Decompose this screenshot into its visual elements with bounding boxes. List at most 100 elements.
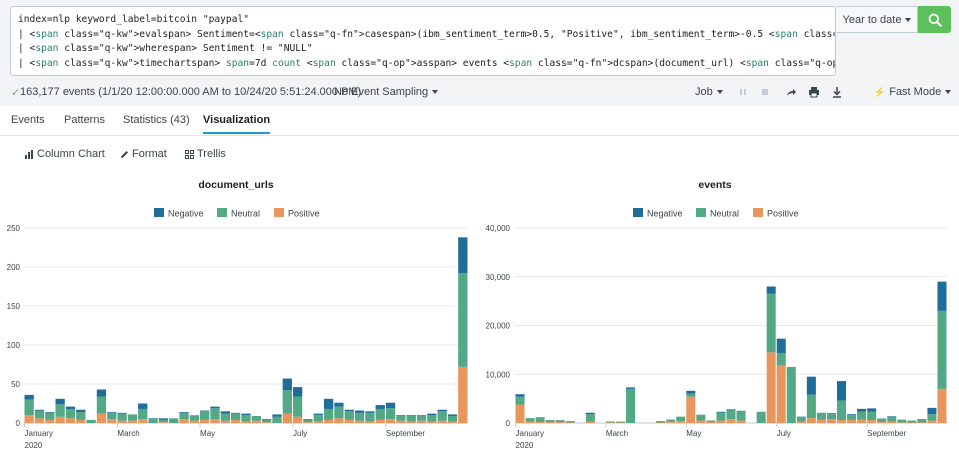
bar-negative: [847, 414, 857, 416]
bar-neutral: [515, 396, 525, 405]
export-icon[interactable]: [831, 86, 843, 98]
bar-neutral: [416, 415, 427, 421]
bar-negative: [515, 394, 525, 397]
bar-neutral: [796, 417, 806, 422]
search-query-input[interactable]: index=nlp keyword_label=bitcoin "paypal"…: [10, 6, 836, 76]
bar-positive: [45, 419, 55, 423]
bar-negative: [585, 412, 595, 415]
bar-negative: [826, 413, 836, 415]
bar-positive: [686, 396, 696, 423]
x-tick-label: January: [516, 429, 544, 438]
bar-neutral: [836, 400, 847, 421]
pencil-icon: [121, 150, 128, 158]
search-button[interactable]: [918, 6, 951, 33]
bar-negative: [385, 402, 396, 409]
bar-neutral: [76, 412, 86, 420]
y-tick-label: 150: [7, 302, 21, 311]
bar-negative: [726, 409, 736, 411]
bar-negative: [158, 418, 169, 420]
bar-positive: [158, 422, 169, 423]
event-sampling-dropdown[interactable]: No Event Sampling: [334, 86, 439, 98]
bar-negative: [282, 378, 292, 391]
bar-negative: [867, 408, 877, 412]
bar-neutral: [24, 399, 34, 416]
job-menu[interactable]: Job: [695, 86, 723, 98]
bar-positive: [220, 420, 230, 423]
document-urls-chart: document_urls Negative Neutral Positive 0 50 1…: [7, 179, 468, 450]
time-range-picker[interactable]: Year to date: [837, 6, 918, 33]
bar-negative: [375, 405, 385, 409]
bar-positive: [826, 419, 836, 423]
bar-neutral: [365, 412, 375, 422]
job-status-bar: ✓ 163,177 events (1/1/20 12:00:00.000 AM…: [0, 80, 959, 106]
bar-negative: [262, 419, 272, 420]
tab-statistics[interactable]: Statistics (43): [123, 114, 190, 126]
legend-swatch-negative: [633, 208, 643, 217]
bar-neutral: [736, 411, 746, 421]
query-line-1: index=nlp keyword_label=bitcoin "paypal": [18, 14, 250, 25]
chevron-down-icon: [905, 17, 912, 22]
bar-negative: [45, 412, 55, 413]
y-tick-label: 30,000: [486, 273, 511, 282]
chart-type-button[interactable]: Column Chart: [25, 148, 105, 160]
tab-events[interactable]: Events: [11, 114, 45, 126]
bar-positive: [251, 420, 261, 423]
pause-icon[interactable]: [737, 86, 749, 98]
bar-neutral: [555, 420, 565, 423]
print-icon[interactable]: [808, 86, 820, 98]
bar-neutral: [806, 394, 816, 419]
legend-swatch-neutral: [696, 208, 706, 217]
bar-neutral: [375, 408, 385, 420]
legend-label-positive: Positive: [288, 209, 320, 219]
chevron-down-icon: [945, 90, 952, 95]
bar-positive: [375, 419, 385, 423]
job-menu-label: Job: [695, 86, 713, 98]
stop-icon[interactable]: [759, 86, 771, 98]
results-tabs: Events Patterns Statistics (43) Visualiz…: [0, 106, 959, 136]
bar-negative: [354, 410, 365, 413]
bar-negative: [927, 407, 937, 415]
bar-positive: [867, 420, 877, 423]
bar-neutral: [626, 388, 636, 423]
bar-positive: [34, 418, 45, 423]
format-button[interactable]: Format: [120, 148, 167, 160]
bar-neutral: [158, 419, 169, 423]
tab-patterns[interactable]: Patterns: [64, 114, 105, 126]
bar-positive: [334, 418, 344, 423]
x-tick-year: 2020: [516, 441, 534, 450]
bar-negative: [447, 414, 458, 416]
trellis-button[interactable]: Trellis: [185, 148, 226, 160]
search-mode-dropdown[interactable]: ⚡ Fast Mode: [874, 86, 952, 98]
bar-positive: [241, 421, 251, 423]
bar-positive: [65, 418, 76, 423]
bar-neutral: [937, 310, 947, 389]
event-sampling-label: No Event Sampling: [334, 86, 429, 98]
bar-negative: [200, 410, 210, 412]
bar-positive: [385, 419, 396, 423]
bar-positive: [396, 420, 406, 423]
bar-positive: [292, 416, 303, 423]
bar-neutral: [138, 408, 148, 420]
legend-label-negative: Negative: [168, 209, 204, 219]
legend-swatch-neutral: [217, 208, 227, 217]
bar-neutral: [706, 420, 716, 423]
bar-neutral: [907, 420, 917, 423]
bar-positive: [676, 421, 686, 423]
bar-negative: [396, 415, 406, 416]
bar-neutral: [272, 416, 282, 423]
y-tick-label: 200: [7, 263, 21, 272]
tab-visualization[interactable]: Visualization: [203, 114, 271, 134]
bar-neutral: [525, 418, 535, 422]
bar-positive: [231, 419, 241, 423]
bar-positive: [416, 420, 427, 423]
bar-neutral: [282, 390, 292, 414]
share-icon[interactable]: [785, 86, 797, 98]
bar-positive: [716, 420, 726, 423]
bar-neutral: [251, 415, 261, 421]
bar-positive: [696, 420, 706, 423]
bar-negative: [427, 413, 437, 416]
events-chart: events Negative Neutral Positive 0 10,000 20,0…: [486, 179, 947, 450]
chart-type-label: Column Chart: [37, 148, 105, 160]
format-label: Format: [132, 148, 167, 160]
bar-neutral: [34, 410, 45, 419]
